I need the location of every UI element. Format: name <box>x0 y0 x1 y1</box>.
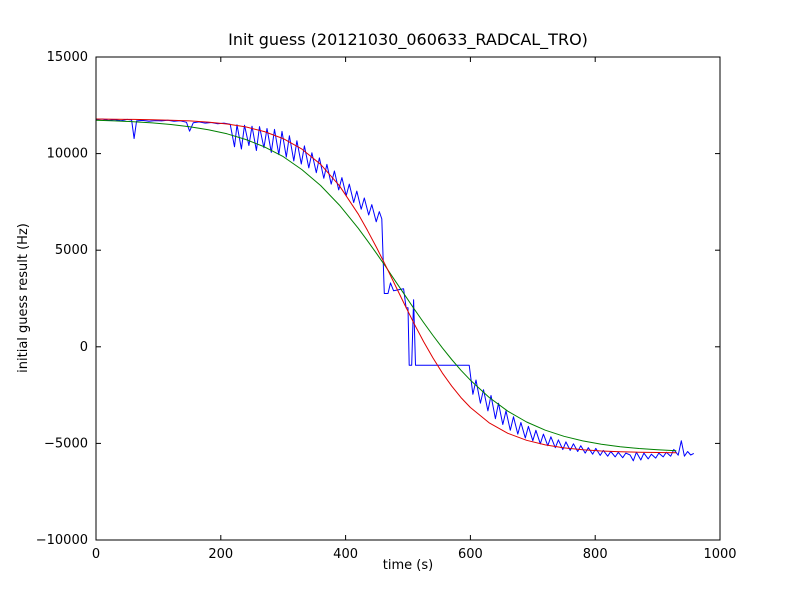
y-tick-label: −10000 <box>36 533 88 548</box>
y-tick-label: 15000 <box>47 50 88 65</box>
x-tick-label: 800 <box>583 547 608 562</box>
chart-title: Init guess (20121030_060633_RADCAL_TRO) <box>228 30 588 49</box>
y-tick-label: −5000 <box>44 436 88 451</box>
x-tick-label: 400 <box>333 547 358 562</box>
x-tick-label: 200 <box>208 547 233 562</box>
fit-curve-red <box>95 118 677 454</box>
fit-curve-green <box>95 119 677 452</box>
x-axis-label: time (s) <box>382 558 434 573</box>
y-axis-label: initial guess result (Hz) <box>16 223 31 373</box>
y-tick-label: 5000 <box>55 243 88 258</box>
x-tick-label: 1000 <box>703 547 736 562</box>
x-tick-label: 0 <box>92 547 100 562</box>
initial-guess-data <box>95 118 695 462</box>
axes-frame <box>95 56 721 541</box>
y-tick-label: 0 <box>80 340 88 355</box>
x-tick-label: 600 <box>458 547 483 562</box>
y-tick-label: 10000 <box>47 147 88 162</box>
